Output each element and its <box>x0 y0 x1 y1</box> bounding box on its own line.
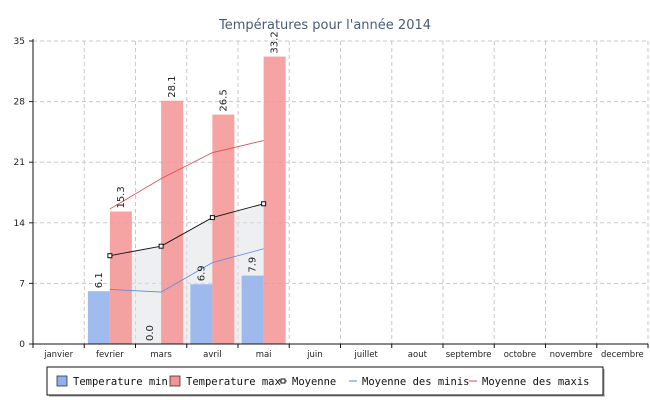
y-tick-label: 35 <box>14 37 25 47</box>
bar-temperature-max <box>212 114 235 344</box>
bar-temperature-max <box>161 100 184 344</box>
x-tick-label: septembre <box>446 350 492 360</box>
line-moyenne-des-maxis <box>109 140 264 210</box>
x-tick-label: fevrier <box>96 350 124 360</box>
legend-marker <box>280 378 286 384</box>
legend-label: Temperature min <box>73 376 168 388</box>
x-tick-label: aout <box>408 350 428 360</box>
legend-item: Moyenne des minis <box>349 376 469 388</box>
bar-layer <box>87 56 286 344</box>
data-label: 33.2 <box>270 31 281 53</box>
y-tick-label: 14 <box>14 219 26 229</box>
data-label-layer: 6.1 0.0 6.9 7.9 15.3 28.1 26.5 33.2 <box>94 31 281 341</box>
x-tick-label: decembre <box>601 350 644 360</box>
legend-item: Moyenne <box>279 376 336 388</box>
data-label: 15.3 <box>116 186 127 208</box>
data-label: 6.1 <box>94 272 105 288</box>
data-label: 7.9 <box>248 257 259 273</box>
line-moyenne <box>109 203 264 257</box>
bar-temperature-max <box>263 56 286 344</box>
x-tick-label: juillet <box>353 350 378 360</box>
legend-swatch <box>56 375 68 387</box>
data-label: 26.5 <box>218 89 229 111</box>
line-moyenne-des-minis <box>109 248 264 293</box>
legend-item: Moyenne des maxis <box>469 376 589 388</box>
x-tick-label: mai <box>256 350 272 360</box>
line-layer <box>107 140 267 293</box>
x-tick-label: avril <box>203 350 221 360</box>
moyenne-marker <box>261 201 267 207</box>
x-tick-label: novembre <box>550 350 593 360</box>
y-tick-label: 7 <box>19 279 25 289</box>
x-tick-label: juin <box>306 350 323 360</box>
legend-label: Moyenne <box>292 376 336 388</box>
y-tick-label: 28 <box>14 98 26 108</box>
bar-temperature-max <box>109 211 132 344</box>
legend-swatch <box>169 375 181 387</box>
y-tick-label: 0 <box>19 340 25 350</box>
data-label: 6.9 <box>196 265 207 281</box>
bar-temperature-min <box>190 284 213 344</box>
legend-label: Moyenne des maxis <box>482 376 589 388</box>
x-tick-label: octobre <box>504 350 536 360</box>
data-label: 28.1 <box>167 75 178 97</box>
axis-layer: 0 7 14 21 28 35 janvier fevrier mars avril mai juin… <box>14 37 649 360</box>
legend-item: Temperature max <box>169 375 281 388</box>
x-tick-label: janvier <box>43 350 74 360</box>
legend-frame <box>46 366 604 396</box>
moyenne-marker <box>158 243 164 249</box>
legend-label: Moyenne des minis <box>362 376 469 388</box>
legend: Temperature min Temperature max Moyenne Moy… <box>46 366 605 397</box>
moyenne-marker <box>107 253 113 259</box>
data-label: 0.0 <box>145 325 156 341</box>
x-tick-label: mars <box>150 350 172 360</box>
y-tick-label: 21 <box>14 158 25 168</box>
moyenne-marker <box>209 215 215 221</box>
bar-temperature-min <box>87 291 110 344</box>
bar-temperature-min <box>241 275 264 344</box>
grid-layer <box>33 40 649 344</box>
legend-item: Temperature min <box>56 375 168 388</box>
legend-label: Temperature max <box>186 376 281 388</box>
chart-title: Températures pour l'année 2014 <box>218 18 431 33</box>
